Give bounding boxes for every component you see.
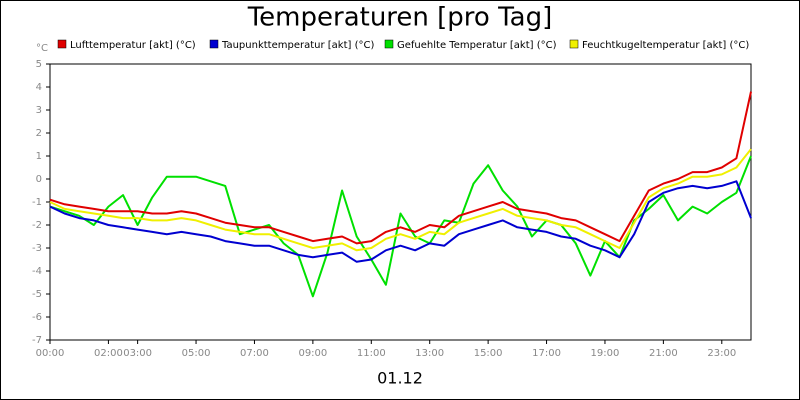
x-tick-label: 21:00 <box>649 348 678 359</box>
legend-label: Taupunkttemperatur [akt] (°C) <box>221 40 374 51</box>
y-tick-label: 0 <box>36 174 42 185</box>
x-tick-label: 11:00 <box>357 348 386 359</box>
legend-swatch <box>209 39 219 49</box>
series-line <box>49 180 752 263</box>
legend-swatch <box>384 39 394 49</box>
y-tick-label: -6 <box>32 312 42 323</box>
series-line <box>49 148 752 252</box>
series-line <box>49 155 752 298</box>
y-tick-label: -1 <box>32 197 42 208</box>
x-axis-label: 01.12 <box>377 369 423 388</box>
y-tick-label: 3 <box>36 105 42 116</box>
y-tick-label: -7 <box>32 335 42 346</box>
x-tick-label: 23:00 <box>707 348 736 359</box>
x-tick-label: 00:00 <box>36 348 65 359</box>
series-line <box>49 91 752 245</box>
legend-swatch <box>569 39 579 49</box>
legend-swatch <box>57 39 67 49</box>
y-tick-label: 1 <box>36 151 42 162</box>
chart-title: Temperaturen [pro Tag] <box>247 3 553 33</box>
y-unit: °C <box>36 43 48 54</box>
legend-label: Lufttemperatur [akt] (°C) <box>70 40 196 51</box>
x-tick-label: 15:00 <box>474 348 503 359</box>
legend-label: Feuchtkugeltemperatur [akt] (°C) <box>582 40 749 51</box>
y-tick-label: -2 <box>32 220 42 231</box>
x-tick-label: 02:00 <box>94 348 123 359</box>
legend-label: Gefuehlte Temperatur [akt] (°C) <box>397 40 557 51</box>
y-tick-label: -5 <box>32 289 42 300</box>
y-tick-label: -3 <box>32 243 42 254</box>
y-tick-label: 4 <box>36 82 42 93</box>
x-tick-label: 19:00 <box>591 348 620 359</box>
x-tick-label: 07:00 <box>240 348 269 359</box>
x-tick-label: 05:00 <box>182 348 211 359</box>
x-tick-label: 09:00 <box>298 348 327 359</box>
x-tick-label: 13:00 <box>415 348 444 359</box>
x-tick-label: 17:00 <box>532 348 561 359</box>
y-tick-label: -4 <box>32 266 42 277</box>
y-tick-label: 2 <box>36 128 42 139</box>
x-tick-label: 03:00 <box>123 348 152 359</box>
y-tick-label: 5 <box>36 59 42 70</box>
plot-area <box>49 63 752 341</box>
